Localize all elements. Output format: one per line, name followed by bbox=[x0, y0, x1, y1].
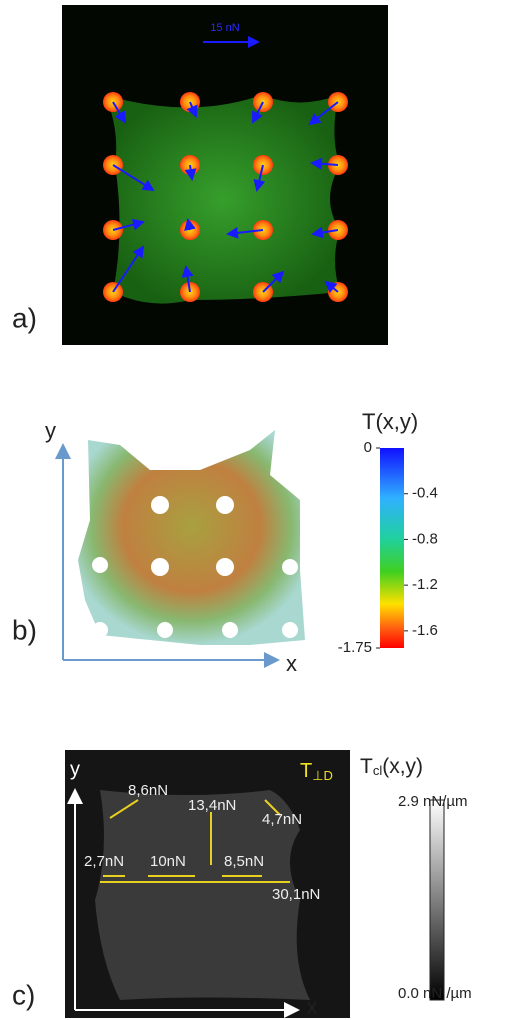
annotation: 8,6nN bbox=[128, 782, 168, 799]
force-arrow bbox=[252, 101, 264, 124]
colorbar-tick-label: -0.4 bbox=[412, 485, 438, 502]
cell bbox=[105, 95, 340, 304]
colorbar-title: T(x,y) bbox=[362, 409, 418, 434]
cell bbox=[95, 790, 310, 1000]
force-arrow bbox=[324, 280, 339, 294]
annotation: 4,7nN bbox=[262, 811, 302, 828]
corner-sub: ⊥D bbox=[312, 768, 333, 783]
colorbar-tick-label: -1.6 bbox=[412, 622, 438, 639]
title-rest: (x,y) bbox=[382, 755, 423, 778]
colorbar-tick-label: -1.2 bbox=[412, 576, 438, 593]
colorbar-max: 2.9 nN/µm bbox=[398, 793, 468, 810]
force-arrow bbox=[112, 245, 145, 293]
colorbar-ticks: 0 -0.4 -0.8 -1.2 -1.6 -1.75 bbox=[338, 439, 438, 656]
x-axis-label: x bbox=[286, 651, 297, 676]
corner-label: T⊥D bbox=[300, 760, 333, 783]
force-arrow bbox=[253, 164, 266, 192]
force-arrow bbox=[184, 218, 196, 231]
annotation: 30,1nN bbox=[272, 886, 320, 903]
colorbar bbox=[380, 448, 404, 648]
annotation: 13,4nN bbox=[188, 797, 236, 814]
colorbar-tick-label: 0 bbox=[364, 439, 372, 456]
title-sub: cl bbox=[373, 763, 383, 778]
cut-lines bbox=[100, 799, 290, 883]
x-axis-label: x bbox=[307, 996, 317, 1018]
force-arrow bbox=[112, 101, 127, 124]
pillar-holes bbox=[92, 496, 298, 638]
pillars bbox=[103, 92, 348, 302]
colorbar-tick-label: -1.75 bbox=[338, 639, 372, 656]
force-arrow bbox=[311, 226, 339, 239]
panel-label: b) bbox=[12, 614, 37, 645]
y-axis-label: y bbox=[70, 758, 80, 780]
scale-label: 15 nN bbox=[210, 22, 239, 34]
force-arrow bbox=[184, 164, 197, 181]
panel-label: c) bbox=[12, 979, 35, 1010]
annotation: 8,5nN bbox=[224, 853, 264, 870]
force-arrow bbox=[262, 270, 285, 293]
force-arrow bbox=[310, 157, 339, 170]
colorbar-title: Tcl(x,y) bbox=[360, 755, 423, 779]
colorbar-tick-label: -0.8 bbox=[412, 530, 438, 547]
panel-label: a) bbox=[12, 302, 37, 333]
title-base: T bbox=[360, 755, 373, 778]
force-arrow bbox=[226, 226, 264, 239]
force-arrow bbox=[181, 265, 194, 293]
colorbar-min: 0.0 nN /µm bbox=[398, 985, 472, 1002]
corner-base: T bbox=[300, 760, 312, 782]
force-arrow bbox=[186, 101, 198, 118]
force-arrow bbox=[112, 164, 155, 192]
force-arrow bbox=[112, 218, 145, 231]
traction-map bbox=[78, 430, 305, 645]
colorbar bbox=[429, 799, 445, 1001]
force-arrow bbox=[308, 101, 339, 126]
annotation: 2,7nN bbox=[84, 853, 124, 870]
y-axis-label: y bbox=[45, 418, 56, 443]
annotation: 10nN bbox=[150, 853, 186, 870]
